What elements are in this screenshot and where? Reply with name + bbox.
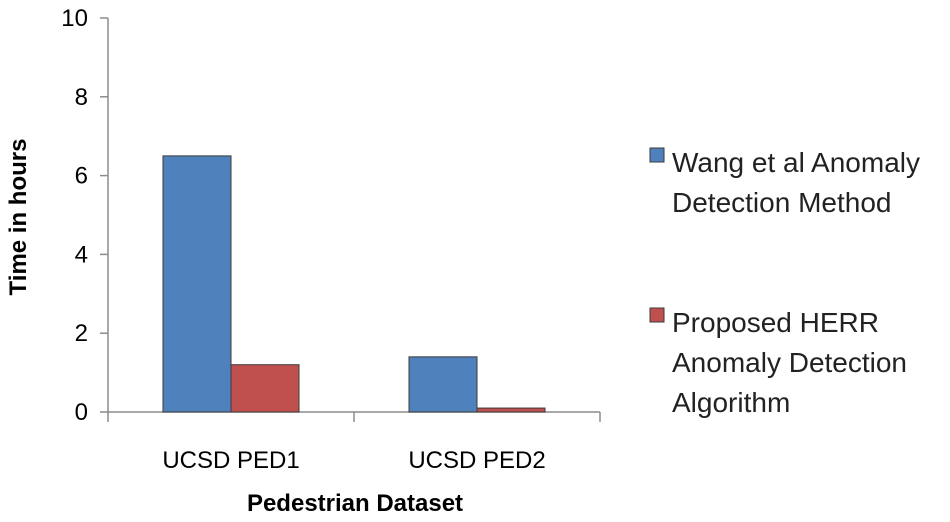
y-tick-label: 4: [75, 241, 88, 268]
bars: [162, 155, 546, 413]
legend-label: Detection Method: [672, 187, 891, 218]
x-category-label: UCSD PED2: [408, 447, 545, 474]
legend-swatch: [649, 147, 665, 163]
y-axis: 0 2 4 6 8 10: [61, 5, 109, 426]
bar-herr-0: [230, 364, 300, 413]
legend-swatch: [649, 307, 665, 323]
y-axis-title: Time in hours: [5, 139, 32, 296]
bar-wang-1: [408, 356, 478, 413]
y-tick-label: 0: [75, 399, 88, 426]
x-axis: UCSD PED1 UCSD PED2: [107, 411, 601, 474]
y-tick-label: 8: [75, 84, 88, 111]
legend: Wang et al Anomaly Detection Method Propos…: [649, 147, 920, 418]
x-axis-title: Pedestrian Dataset: [247, 490, 463, 517]
legend-label: Algorithm: [672, 387, 790, 418]
legend-label: Proposed HERR: [672, 307, 879, 338]
y-tick-label: 10: [61, 5, 88, 32]
y-tick-label: 2: [75, 320, 88, 347]
legend-label: Wang et al Anomaly: [672, 147, 920, 178]
x-category-label: UCSD PED1: [162, 447, 299, 474]
legend-label: Anomaly Detection: [672, 347, 907, 378]
y-tick-label: 6: [75, 163, 88, 190]
bar-wang-0: [162, 155, 232, 413]
bar-herr-1: [476, 407, 546, 413]
